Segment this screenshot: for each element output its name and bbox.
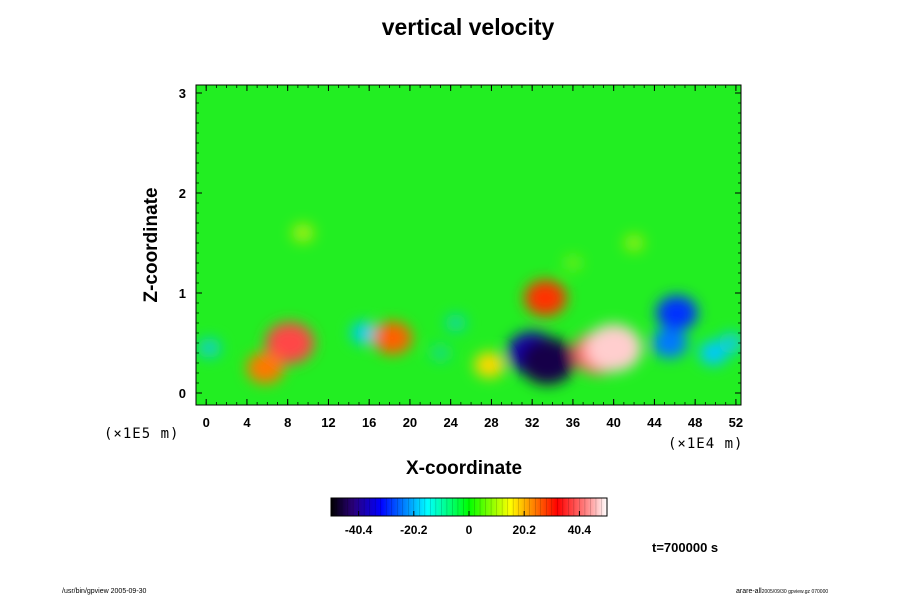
- y-tick-label: 1: [179, 286, 186, 301]
- heatmap-feature: [519, 337, 576, 385]
- x-axis: 0 4 8 12 16 20 24 28 32 36 40 44 48 52: [195, 85, 743, 430]
- heatmap-feature: [524, 280, 567, 316]
- colorbar-tick-label: 20.2: [513, 523, 537, 537]
- time-label: t=700000 s: [652, 540, 719, 555]
- x-tick-label: 0: [203, 415, 210, 430]
- heatmap-field: [196, 85, 741, 405]
- heatmap-feature: [265, 322, 315, 364]
- colorbar: -40.4 -20.2 0 20.2 40.4: [330, 497, 608, 537]
- y-axis: 0 1 2 3: [179, 86, 741, 401]
- heatmap-feature: [373, 321, 413, 355]
- x-scale-label: (×1E4 m): [668, 436, 744, 452]
- x-tick-label: 40: [606, 415, 620, 430]
- x-tick-label: 16: [362, 415, 376, 430]
- footer-right-main: arare-all: [736, 588, 762, 595]
- plot-frame: [195, 84, 742, 406]
- colorbar-tick-label: -20.2: [400, 523, 428, 537]
- heatmap-feature: [445, 314, 467, 332]
- x-tick-label: 36: [566, 415, 580, 430]
- x-tick-label: 48: [688, 415, 702, 430]
- heatmap-feature: [651, 327, 688, 359]
- x-tick-label: 12: [321, 415, 335, 430]
- heatmap-feature: [656, 295, 698, 331]
- colorbar-tick-label: 40.4: [568, 523, 592, 537]
- footer-right-sub: 2005/09/30 gpview.gz 070000: [761, 589, 829, 595]
- heatmap-feature: [474, 352, 505, 378]
- heatmap-feature: [291, 223, 315, 243]
- x-tick-label: 20: [403, 415, 417, 430]
- x-axis-title: X-coordinate: [406, 458, 523, 479]
- x-tick-label: 28: [484, 415, 498, 430]
- x-tick-label: 32: [525, 415, 539, 430]
- colorbar-tick-label: -40.4: [345, 523, 373, 537]
- heatmap-feature: [718, 332, 741, 354]
- heatmap-feature: [623, 234, 645, 252]
- heatmap-feature: [430, 344, 451, 362]
- footer-right: arare-all2005/09/30 gpview.gz 070000: [736, 588, 828, 595]
- x-tick-label: 24: [443, 415, 458, 430]
- heatmap-feature: [246, 352, 284, 384]
- x-tick-label: 4: [243, 415, 251, 430]
- chart-title: vertical velocity: [381, 14, 555, 40]
- heatmap-feature: [197, 337, 222, 359]
- heatmap-feature: [585, 324, 642, 372]
- x-tick-label: 8: [284, 415, 291, 430]
- x-tick-label: 44: [647, 415, 662, 430]
- colorbar-tick-label: 0: [466, 523, 473, 537]
- footer-left: /usr/bin/gpview 2005-09-30: [62, 588, 147, 595]
- y-axis-title: Z-coordinate: [141, 187, 162, 303]
- z-scale-label: (×1E5 m): [104, 426, 180, 442]
- y-tick-label: 3: [179, 86, 186, 101]
- y-tick-label: 2: [179, 186, 186, 201]
- heatmap-feature: [563, 255, 582, 271]
- y-tick-label: 0: [179, 386, 186, 401]
- x-tick-label: 52: [729, 415, 743, 430]
- heatmap-feature: [350, 321, 378, 345]
